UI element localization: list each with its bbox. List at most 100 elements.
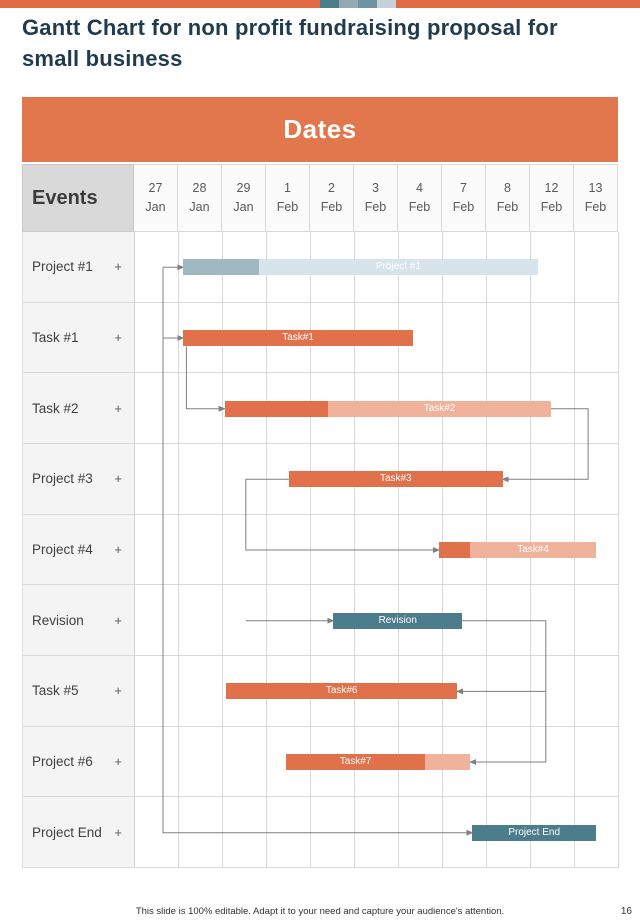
gantt-row: Task #1 + (23, 302, 619, 374)
grid-cell (575, 514, 619, 586)
grid-cell (443, 514, 487, 586)
grid-cell (355, 726, 399, 798)
grid-cell (487, 656, 531, 727)
grid-cell (487, 232, 531, 303)
date-column-header: 27 Jan (134, 164, 178, 232)
grid-cell (267, 302, 311, 374)
grid-cell (531, 232, 575, 303)
grid-cell (531, 585, 575, 656)
grid-cell (223, 232, 267, 303)
date-column-header: 13 Feb (574, 164, 618, 232)
date-column-header: 4 Feb (398, 164, 442, 232)
date-column-header: 29 Jan (222, 164, 266, 232)
grid-cell (179, 797, 223, 869)
event-label: Project #1 (32, 259, 93, 275)
grid-cell (355, 656, 399, 727)
event-label: Project #3 (32, 471, 93, 487)
grid-cell (135, 373, 179, 444)
grid-cell (135, 656, 179, 727)
grid-cell (223, 797, 267, 869)
expand-indicator: + (114, 754, 122, 770)
date-column-header: 12 Feb (530, 164, 574, 232)
grid-cell (531, 514, 575, 586)
grid-cell (267, 585, 311, 656)
grid-cell (443, 373, 487, 444)
event-label: Project #6 (32, 754, 93, 770)
grid-cell (355, 797, 399, 869)
grid-cell (267, 232, 311, 303)
grid-cell (531, 444, 575, 515)
events-header: Events (22, 164, 134, 232)
date-column-header: 8 Feb (486, 164, 530, 232)
event-label-cell: Task #2 + (23, 373, 135, 444)
grid-cell (135, 514, 179, 586)
grid-cell (575, 797, 619, 869)
grid-cell (531, 373, 575, 444)
grid-cell (531, 302, 575, 374)
event-label: Task #1 (32, 329, 79, 345)
gantt-row: Project #1 + (23, 232, 619, 303)
date-column-header: 7 Feb (442, 164, 486, 232)
grid-cell (179, 585, 223, 656)
grid-cell (575, 444, 619, 515)
grid-cell (531, 797, 575, 869)
top-bar-deco-square (320, 0, 339, 8)
grid-cell (443, 797, 487, 869)
grid-cell (355, 444, 399, 515)
grid-cell (399, 302, 443, 374)
grid-cell (443, 444, 487, 515)
grid-cell (575, 373, 619, 444)
event-label-cell: Task #1 + (23, 302, 135, 374)
grid-cell (267, 444, 311, 515)
expand-indicator: + (114, 329, 122, 345)
grid-cell (355, 232, 399, 303)
gantt-row: Project #3 + (23, 444, 619, 515)
grid-cell (575, 656, 619, 727)
grid-cell (399, 444, 443, 515)
grid-cell (179, 232, 223, 303)
grid-cell (487, 797, 531, 869)
dates-header: Dates (22, 97, 618, 164)
event-label: Task #2 (32, 400, 79, 416)
grid-cell (179, 656, 223, 727)
page-title: Gantt Chart for non profit fundraising p… (22, 15, 558, 71)
grid-cell (531, 656, 575, 727)
grid-cell (399, 585, 443, 656)
date-column-header: 28 Jan (178, 164, 222, 232)
grid-cell (487, 514, 531, 586)
grid-cell (487, 726, 531, 798)
grid-cell (399, 726, 443, 798)
grid-cell (179, 726, 223, 798)
grid-cell (311, 797, 355, 869)
event-label-cell: Project #3 + (23, 444, 135, 515)
grid-cell (575, 232, 619, 303)
grid-cell (135, 444, 179, 515)
event-label-cell: Project #6 + (23, 726, 135, 798)
event-label-cell: Project End + (23, 797, 135, 869)
grid-cell (135, 585, 179, 656)
grid-cell (399, 656, 443, 727)
grid-cell (267, 373, 311, 444)
event-label-cell: Project #1 + (23, 232, 135, 303)
grid-cell (355, 373, 399, 444)
date-header-row: Events 27 Jan 28 Jan 29 Jan 1 Feb 2 Feb 3 Feb… (22, 164, 618, 232)
grid-cell (311, 302, 355, 374)
grid-cell (135, 726, 179, 798)
grid-cell (399, 514, 443, 586)
grid-cell (223, 373, 267, 444)
grid-cell (355, 514, 399, 586)
grid-cell (223, 656, 267, 727)
grid-cell (223, 726, 267, 798)
grid-cell (267, 726, 311, 798)
grid-cell (399, 373, 443, 444)
gantt-row: Revision + (23, 585, 619, 656)
gantt-row: Project End + (23, 797, 619, 869)
event-label: Project #4 (32, 542, 93, 557)
footer-note: This slide is 100% editable. Adapt it to… (135, 906, 505, 917)
date-column-header: 3 Feb (354, 164, 398, 232)
expand-indicator: + (114, 612, 122, 628)
gantt-row: Task #2 + (23, 373, 619, 444)
grid-cell (355, 585, 399, 656)
grid-cell (267, 797, 311, 869)
